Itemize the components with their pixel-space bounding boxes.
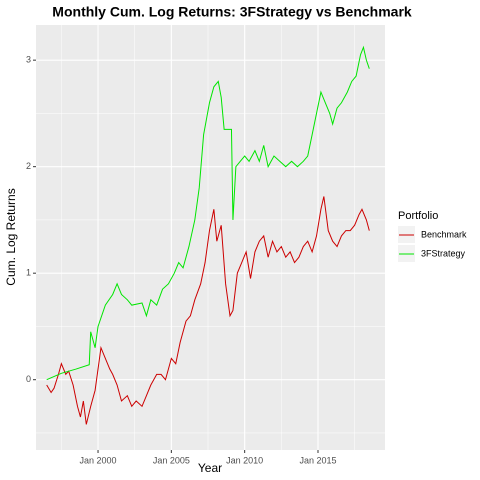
y-tick-label: 3 bbox=[26, 55, 31, 65]
legend-title: Portfolio bbox=[398, 210, 438, 222]
y-tick-label: 2 bbox=[26, 161, 31, 171]
x-tick-label: Jan 2000 bbox=[80, 455, 117, 465]
series-line bbox=[46, 196, 370, 425]
y-axis-title: Cum. Log Returns bbox=[4, 188, 18, 285]
x-tick-label: Jan 2015 bbox=[299, 455, 336, 465]
legend-label: Benchmark bbox=[421, 229, 467, 239]
y-tick-label: 1 bbox=[26, 268, 31, 278]
y-tick-label: 0 bbox=[26, 374, 31, 384]
x-tick-label: Jan 2010 bbox=[226, 455, 263, 465]
x-tick-label: Jan 2005 bbox=[153, 455, 190, 465]
x-axis-title: Year bbox=[198, 461, 222, 475]
panel bbox=[36, 25, 385, 450]
chart-title: Monthly Cum. Log Returns: 3FStrategy vs … bbox=[52, 4, 412, 20]
legend-label: 3FStrategy bbox=[421, 248, 466, 258]
series-line bbox=[46, 45, 370, 381]
